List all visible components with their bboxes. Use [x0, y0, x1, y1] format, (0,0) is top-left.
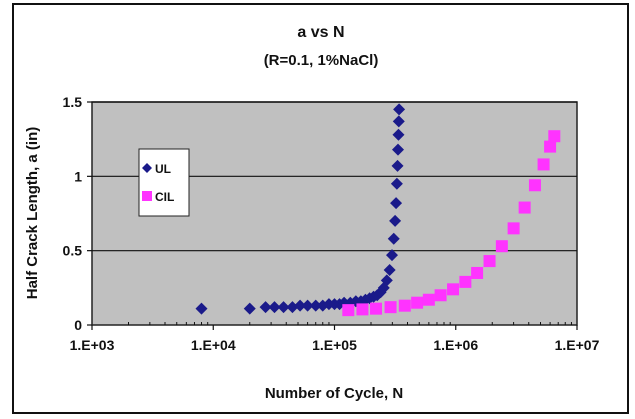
data-point	[294, 299, 307, 312]
data-point	[544, 140, 557, 153]
legend-label-ul: UL	[155, 162, 171, 176]
chart-title: a vs N	[297, 24, 344, 41]
data-point	[392, 143, 405, 156]
data-point	[277, 301, 290, 314]
data-point	[309, 299, 322, 312]
data-point	[392, 115, 405, 128]
data-point	[459, 275, 472, 288]
data-point	[342, 304, 355, 317]
data-point	[495, 240, 508, 253]
x-tick-label: 1.E+05	[312, 337, 357, 353]
data-point	[434, 289, 447, 302]
data-point	[391, 159, 404, 172]
data-point	[528, 179, 541, 192]
data-point	[301, 299, 314, 312]
data-point	[392, 128, 405, 141]
data-point	[268, 301, 281, 314]
data-point	[389, 214, 402, 227]
data-point	[383, 263, 396, 276]
data-point	[356, 303, 369, 316]
data-point	[507, 222, 520, 235]
data-point	[370, 302, 383, 315]
data-point	[411, 296, 424, 309]
data-point	[390, 197, 403, 210]
legend-marker-ul	[142, 163, 152, 173]
x-tick-label: 1.E+06	[433, 337, 478, 353]
data-point	[243, 302, 256, 315]
data-point	[483, 255, 496, 268]
series-layer	[195, 103, 561, 317]
data-point	[259, 301, 272, 314]
x-tick-label: 1.E+07	[555, 337, 600, 353]
x-ticks: 1.E+03 1.E+04 1.E+05 1.E+06 1.E+07	[70, 322, 600, 353]
data-point	[387, 232, 400, 245]
chart-subtitle: (R=0.1, 1%NaCl)	[264, 52, 379, 69]
legend-marker-cil	[142, 191, 152, 201]
data-point	[385, 249, 398, 262]
data-point	[518, 201, 531, 214]
x-tick-label: 1.E+04	[191, 337, 236, 353]
legend-label-cil: CIL	[155, 190, 174, 204]
y-tick-label: 0.5	[63, 243, 83, 259]
legend: UL CIL	[138, 148, 190, 217]
y-tick-label: 0	[74, 317, 82, 333]
data-point	[422, 293, 435, 306]
y-axis-label: Half Crack Length, a (in)	[24, 127, 41, 300]
chart-frame: a vs N (R=0.1, 1%NaCl) 1.E+03 1.E+04 1.E+0…	[12, 3, 629, 414]
y-tick-label: 1	[74, 168, 82, 184]
chart: a vs N (R=0.1, 1%NaCl) 1.E+03 1.E+04 1.E+0…	[24, 24, 600, 402]
data-point	[384, 301, 397, 314]
y-tick-label: 1.5	[63, 94, 83, 110]
data-point	[548, 130, 561, 143]
data-point	[471, 266, 484, 279]
y-ticks: 0 0.5 1 1.5	[63, 94, 92, 333]
data-point	[380, 274, 393, 287]
data-point	[537, 158, 550, 171]
data-point	[286, 301, 299, 314]
x-tick-label: 1.E+03	[70, 337, 115, 353]
data-point	[390, 177, 403, 190]
data-point	[393, 103, 406, 116]
legend-box	[138, 148, 190, 217]
data-point	[195, 302, 208, 315]
x-axis-label: Number of Cycle, N	[265, 385, 403, 402]
data-point	[447, 283, 460, 296]
data-point	[398, 299, 411, 312]
series-cil	[342, 130, 561, 317]
